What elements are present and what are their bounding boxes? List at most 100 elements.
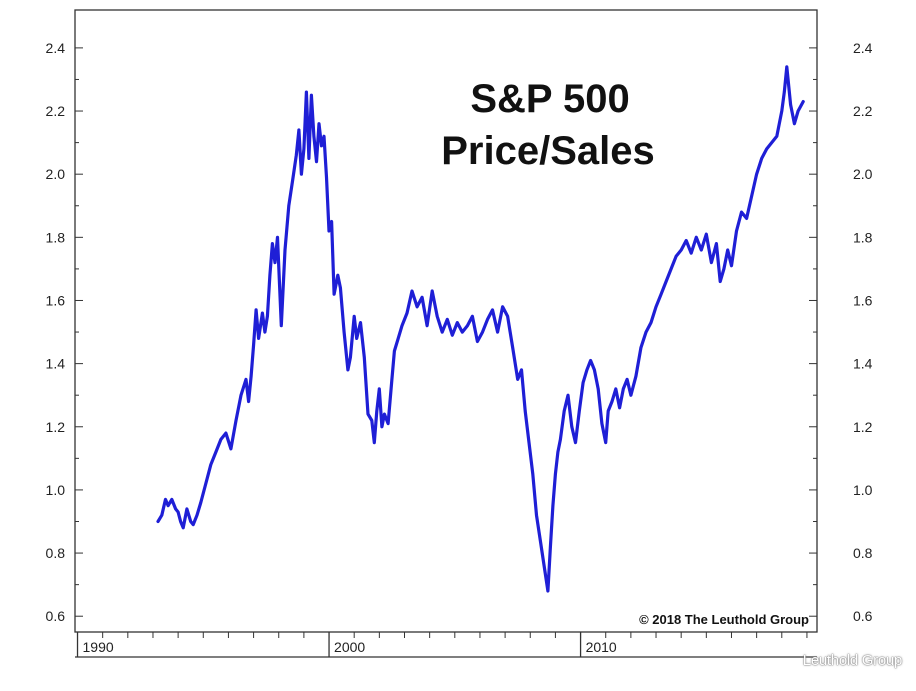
- data-point: [622, 388, 625, 390]
- data-point: [177, 511, 179, 513]
- data-point: [614, 388, 617, 390]
- data-point: [295, 154, 298, 157]
- data-point: [607, 410, 610, 412]
- data-point: [250, 375, 252, 378]
- data-point: [387, 422, 389, 425]
- data-point: [456, 321, 459, 324]
- data-point: [524, 410, 527, 412]
- data-point: [349, 356, 352, 359]
- data-point: [501, 305, 504, 308]
- data-point: [593, 369, 596, 371]
- data-point: [401, 324, 403, 327]
- data-point: [690, 252, 693, 254]
- data-point: [363, 356, 366, 359]
- data-point: [174, 508, 177, 510]
- data-point: [431, 290, 433, 292]
- data-point: [700, 249, 703, 251]
- data-point: [604, 441, 607, 444]
- data-point: [367, 413, 369, 415]
- data-point: [337, 274, 339, 277]
- data-point: [451, 334, 454, 337]
- data-point: [313, 135, 315, 138]
- chart-title: S&P 500: [470, 77, 629, 121]
- data-point: [680, 249, 682, 251]
- data-point: [441, 331, 444, 333]
- y-tick-label-left: 0.6: [46, 608, 66, 624]
- y-tick-label-right: 0.6: [853, 608, 873, 624]
- data-point: [582, 381, 584, 384]
- data-point: [539, 539, 542, 542]
- data-point: [339, 287, 342, 289]
- y-tick-label-right: 2.4: [853, 40, 873, 56]
- data-point: [660, 293, 662, 295]
- y-axis-left: 0.6 0.8 1.0 1.2 1.4 1.6 1.8 2.0 2.2 2.4: [46, 40, 83, 624]
- data-point: [167, 504, 169, 507]
- data-point: [786, 66, 788, 68]
- data-point: [554, 473, 557, 475]
- data-point: [740, 211, 743, 213]
- data-point: [589, 359, 592, 362]
- data-point: [783, 91, 786, 93]
- data-point: [466, 324, 469, 327]
- data-point: [755, 173, 758, 175]
- data-point: [255, 309, 257, 311]
- y-tick-label-left: 1.4: [46, 356, 66, 372]
- data-point: [305, 91, 308, 93]
- data-point: [240, 394, 242, 396]
- data-point: [618, 407, 621, 409]
- y-tick-label-right: 2.0: [853, 166, 873, 182]
- data-point: [276, 236, 279, 239]
- data-point: [531, 473, 534, 475]
- price-sales-line: [156, 65, 805, 593]
- y-tick-label-right: 1.4: [853, 356, 873, 372]
- data-point: [675, 255, 677, 258]
- data-point: [421, 296, 423, 299]
- data-point: [416, 305, 418, 308]
- data-points: [157, 66, 804, 592]
- data-point: [353, 315, 355, 318]
- data-point: [333, 293, 335, 295]
- chart-subtitle: Price/Sales: [441, 129, 655, 173]
- data-point: [199, 501, 202, 504]
- data-point: [266, 315, 269, 318]
- data-point: [397, 337, 400, 340]
- x-axis: 1990 2000 2010: [76, 632, 808, 657]
- data-point: [567, 394, 569, 396]
- data-point: [210, 463, 212, 466]
- data-point: [715, 242, 718, 245]
- data-point: [685, 239, 688, 242]
- data-point: [745, 217, 748, 220]
- data-point: [271, 242, 274, 245]
- data-point: [225, 432, 227, 434]
- data-point: [670, 268, 672, 270]
- data-point: [160, 514, 163, 516]
- y-axis-right: 0.6 0.8 1.0 1.2 1.4 1.6 1.8 2.0 2.2 2.4: [809, 40, 873, 624]
- data-point: [597, 388, 599, 390]
- data-point: [192, 523, 195, 526]
- y-tick-label-right: 1.0: [853, 482, 873, 498]
- data-point: [378, 388, 381, 390]
- data-point: [789, 103, 792, 106]
- data-point: [280, 324, 283, 327]
- data-point: [730, 264, 733, 267]
- data-point: [391, 378, 393, 381]
- data-point: [705, 233, 708, 235]
- data-point: [298, 129, 300, 131]
- data-point: [695, 236, 698, 239]
- data-point: [371, 419, 373, 422]
- data-point: [245, 378, 247, 381]
- data-point: [318, 122, 320, 125]
- data-point: [770, 141, 773, 144]
- data-point: [330, 220, 333, 223]
- data-point: [171, 498, 173, 501]
- data-point: [320, 144, 323, 147]
- data-point: [780, 110, 783, 112]
- data-point: [640, 347, 642, 349]
- data-point: [323, 135, 325, 138]
- data-point: [381, 425, 383, 428]
- data-point: [269, 274, 271, 277]
- y-tick-label-right: 1.6: [853, 292, 873, 308]
- data-point: [586, 369, 588, 371]
- data-point: [665, 280, 667, 283]
